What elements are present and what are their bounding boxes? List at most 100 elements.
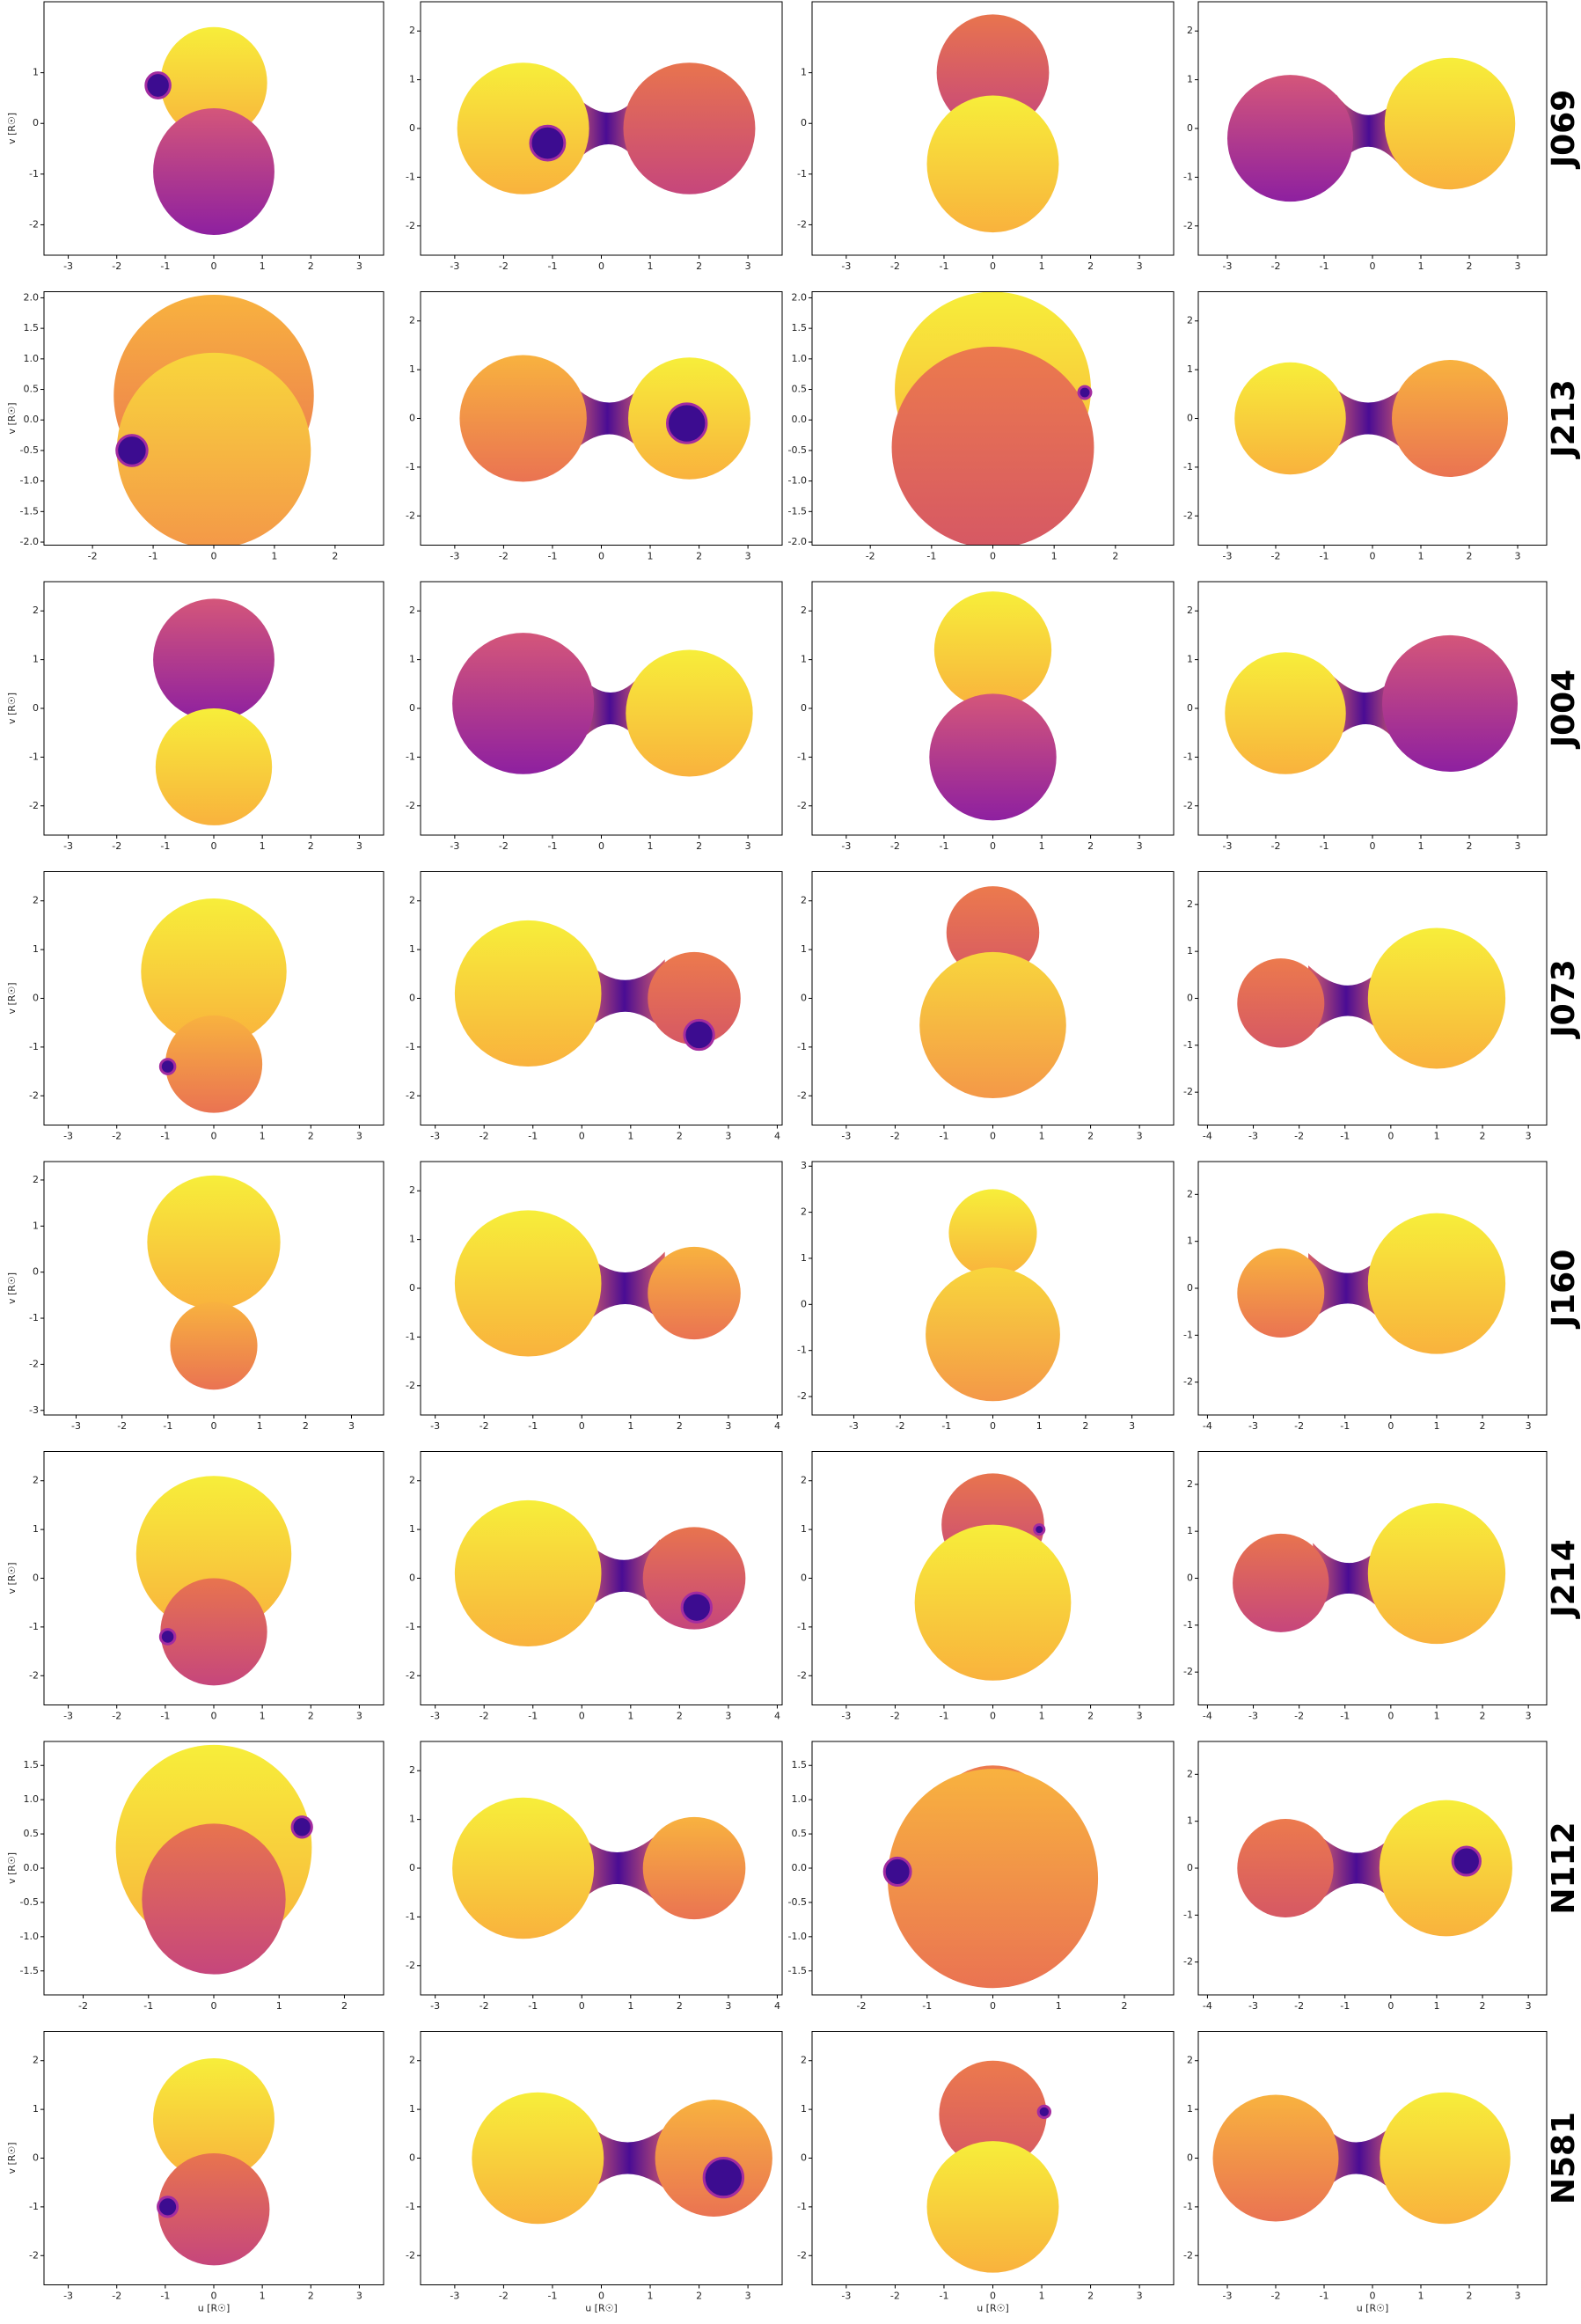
- panel: -3 -2 -1 0 1 2 3 -2 -1 0 1 2: [797, 871, 1175, 1142]
- x-tick-label: 0: [598, 840, 604, 852]
- x-tick-label: 3: [1515, 260, 1521, 272]
- x-tick-label: -3: [430, 1420, 440, 1432]
- model-image: [454, 1499, 746, 1647]
- x-tick-label: -4: [1203, 1131, 1212, 1142]
- x-tick-label: 2: [1480, 2000, 1486, 2012]
- x-tick-label: 3: [1137, 2291, 1143, 2302]
- x-tick-label: -4: [1203, 1711, 1212, 1722]
- x-tick-label: -4: [1203, 2000, 1212, 2012]
- x-tick-label: 3: [356, 1131, 362, 1142]
- x-tick-label: -3: [430, 1711, 440, 1722]
- x-tick-label: 0: [990, 1131, 996, 1142]
- y-tick-label: 1: [1187, 1815, 1193, 1827]
- y-tick-label: 0.0: [792, 414, 808, 425]
- x-tick-label: -1: [547, 840, 557, 852]
- y-tick-label: 0: [801, 702, 807, 714]
- neck: [1317, 1833, 1396, 1903]
- x-tick-label: 0: [211, 1131, 217, 1142]
- y-tick-label: -2: [1183, 1666, 1193, 1677]
- star: [936, 14, 1050, 131]
- star: [459, 355, 587, 482]
- star: [153, 107, 274, 235]
- star: [157, 2152, 270, 2266]
- x-tick-label: -2: [479, 1711, 489, 1722]
- panel: -3 -2 -1 0 1 2 3 -2 -1 0 1 2 v [R☉] u [R☉]: [6, 2031, 384, 2314]
- x-tick-label: 1: [1418, 551, 1424, 562]
- y-tick-label: 0: [1187, 122, 1193, 134]
- panel: -4 -3 -2 -1 0 1 2 3 -2 -1 0 1 2: [1183, 871, 1548, 1142]
- y-tick-label: 1.5: [792, 322, 808, 334]
- x-tick-label: -3: [1223, 551, 1233, 562]
- model-image: [452, 633, 753, 777]
- star: [929, 693, 1057, 821]
- x-tick-label: 0: [1370, 260, 1376, 272]
- x-tick-label: -2: [1294, 2000, 1304, 2012]
- x-tick-label: 1: [260, 1131, 266, 1142]
- x-tick-label: -1: [939, 260, 948, 272]
- y-tick-label: -1: [797, 1345, 807, 1356]
- spot: [665, 402, 708, 444]
- y-tick-label: 2: [1187, 1478, 1193, 1490]
- spot: [157, 2196, 179, 2218]
- x-tick-label: 3: [356, 2291, 362, 2302]
- x-tick-label: 1: [648, 260, 654, 272]
- spot: [702, 2157, 745, 2199]
- y-tick-label: 2: [33, 1475, 39, 1486]
- y-axis-label: v [R☉]: [6, 2142, 18, 2174]
- x-tick-label: 1: [627, 2000, 633, 2012]
- y-tick-label: 2: [409, 2055, 415, 2066]
- x-tick-label: -2: [479, 1131, 489, 1142]
- y-tick-label: 2.0: [792, 291, 808, 303]
- x-tick-label: 1: [1039, 260, 1045, 272]
- y-tick-label: -2: [29, 218, 39, 230]
- x-tick-label: -3: [1223, 2291, 1233, 2302]
- star: [623, 62, 756, 194]
- y-tick-label: -1.0: [788, 475, 807, 487]
- x-tick-label: 3: [1526, 1420, 1532, 1432]
- x-tick-label: 2: [1087, 260, 1094, 272]
- x-tick-label: 1: [1051, 551, 1058, 562]
- x-tick-label: 0: [1370, 551, 1376, 562]
- y-tick-label: 1: [409, 74, 415, 85]
- x-tick-label: 2: [308, 2291, 314, 2302]
- x-tick-label: -2: [112, 2291, 121, 2302]
- panel: -3 -2 -1 0 1 2 3 -2 -1 0 1 2: [797, 1451, 1175, 1722]
- y-tick-label: -0.5: [788, 1896, 807, 1908]
- x-tick-label: -1: [922, 2000, 932, 2012]
- x-tick-label: -1: [528, 1420, 538, 1432]
- model-image: [1227, 57, 1516, 202]
- panel: -2 -1 0 1 2 -2.0 -1.5 -1.0 -0.5 0.0 0.5 1.0 1.5 2.0: [788, 291, 1175, 562]
- x-tick-label: -2: [1294, 1131, 1304, 1142]
- y-tick-label: -1: [406, 751, 415, 762]
- y-tick-label: 0.0: [792, 1862, 808, 1873]
- x-tick-label: -1: [939, 840, 948, 852]
- x-tick-label: 1: [1433, 1711, 1439, 1722]
- x-tick-label: 0: [990, 2291, 996, 2302]
- model-image: [147, 1175, 281, 1390]
- model-image: [454, 1210, 741, 1357]
- y-tick-label: 0: [1187, 1573, 1193, 1584]
- x-tick-label: -3: [841, 260, 851, 272]
- x-tick-label: -2: [890, 2291, 900, 2302]
- x-tick-label: 0: [1387, 1131, 1394, 1142]
- x-tick-label: 3: [1526, 2000, 1532, 2012]
- row-label: J160: [1546, 1250, 1581, 1331]
- x-tick-label: 2: [1082, 1420, 1088, 1432]
- spot: [1033, 1523, 1046, 1536]
- x-tick-label: -1: [149, 551, 158, 562]
- x-tick-label: 2: [1112, 551, 1118, 562]
- x-tick-label: 3: [1137, 840, 1143, 852]
- y-tick-label: -2: [1183, 1376, 1193, 1388]
- x-tick-label: 1: [627, 1420, 633, 1432]
- y-tick-label: 1: [409, 1523, 415, 1535]
- x-tick-label: -1: [1320, 551, 1329, 562]
- y-tick-label: -1.0: [20, 475, 39, 487]
- x-tick-label: 0: [211, 2291, 217, 2302]
- star: [160, 26, 267, 139]
- x-tick-label: 4: [774, 1711, 780, 1722]
- x-tick-label: 2: [1467, 840, 1473, 852]
- model-image: [472, 2092, 772, 2225]
- neck: [584, 959, 665, 1033]
- y-tick-label: 1.0: [792, 353, 808, 364]
- x-tick-label: 1: [260, 260, 266, 272]
